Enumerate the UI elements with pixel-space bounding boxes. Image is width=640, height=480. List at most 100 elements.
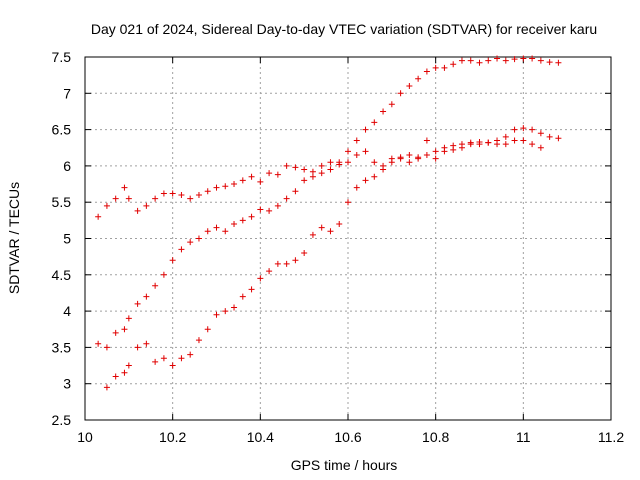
data-point xyxy=(485,57,492,64)
data-point xyxy=(318,224,325,231)
data-point xyxy=(95,213,102,220)
data-point xyxy=(103,384,110,391)
series-3 xyxy=(103,125,562,391)
axis-ticks xyxy=(84,56,612,421)
data-point xyxy=(309,173,316,180)
data-point xyxy=(121,184,128,191)
data-point xyxy=(546,133,553,140)
data-point xyxy=(152,195,159,202)
data-point xyxy=(169,190,176,197)
data-point xyxy=(95,340,102,347)
data-point xyxy=(222,228,229,235)
data-point xyxy=(187,239,194,246)
data-point xyxy=(274,260,281,267)
data-point xyxy=(362,177,369,184)
data-point xyxy=(195,191,202,198)
data-point xyxy=(520,137,527,144)
data-point xyxy=(406,159,413,166)
data-point xyxy=(362,126,369,133)
data-point xyxy=(134,207,141,214)
data-point xyxy=(204,228,211,235)
data-point xyxy=(362,148,369,155)
data-point xyxy=(213,224,220,231)
data-point xyxy=(292,164,299,171)
data-marks xyxy=(95,55,562,391)
data-point xyxy=(169,257,176,264)
data-point xyxy=(555,59,562,66)
data-point xyxy=(239,177,246,184)
y-tick-label: 6 xyxy=(63,158,71,174)
data-point xyxy=(458,57,465,64)
data-point xyxy=(371,173,378,180)
data-point xyxy=(336,220,343,227)
y-tick-label: 4 xyxy=(63,303,71,319)
data-point xyxy=(195,337,202,344)
data-point xyxy=(423,68,430,75)
data-point xyxy=(309,168,316,175)
data-point xyxy=(204,188,211,195)
x-tick-label: 10.2 xyxy=(159,429,186,445)
data-point xyxy=(397,90,404,97)
data-point xyxy=(327,166,334,173)
data-point xyxy=(502,57,509,64)
data-point xyxy=(520,125,527,132)
x-tick-label: 11.2 xyxy=(598,429,624,445)
data-point xyxy=(441,148,448,155)
data-point xyxy=(266,268,273,275)
data-point xyxy=(520,55,527,62)
data-point xyxy=(529,126,536,133)
x-tick-label: 10.6 xyxy=(334,429,361,445)
data-point xyxy=(204,326,211,333)
data-point xyxy=(458,144,465,151)
data-point xyxy=(134,300,141,307)
data-point xyxy=(318,170,325,177)
data-point xyxy=(187,351,194,358)
y-tick-label: 4.5 xyxy=(52,267,72,283)
data-point xyxy=(231,181,238,188)
data-point xyxy=(266,207,273,214)
data-point xyxy=(388,101,395,108)
data-point xyxy=(152,358,159,365)
data-point xyxy=(485,139,492,146)
data-point xyxy=(441,64,448,71)
y-tick-label: 7 xyxy=(63,85,71,101)
data-point xyxy=(345,159,351,166)
data-point xyxy=(160,355,167,362)
y-tick-label: 3 xyxy=(63,376,71,392)
data-point xyxy=(301,250,308,257)
data-point xyxy=(112,373,119,380)
data-point xyxy=(327,228,334,235)
data-point xyxy=(257,206,264,213)
data-point xyxy=(257,275,264,282)
data-point xyxy=(502,141,509,148)
data-point xyxy=(222,308,229,315)
data-point xyxy=(423,137,430,144)
data-point xyxy=(345,199,351,206)
data-point xyxy=(103,344,110,351)
data-point xyxy=(292,188,299,195)
data-point xyxy=(432,155,439,162)
data-point xyxy=(353,152,360,159)
y-tick-label: 3.5 xyxy=(52,339,72,355)
data-point xyxy=(502,133,509,140)
data-point xyxy=(415,75,422,82)
data-point xyxy=(546,59,553,66)
data-point xyxy=(121,369,128,376)
data-point xyxy=(274,171,281,178)
data-point xyxy=(283,260,290,267)
y-tick-label: 5 xyxy=(63,231,71,247)
data-point xyxy=(231,304,238,311)
x-axis-label: GPS time / hours xyxy=(291,457,398,473)
data-point xyxy=(222,183,229,190)
data-point xyxy=(274,202,281,209)
data-point xyxy=(125,362,132,369)
data-point xyxy=(537,144,544,151)
data-point xyxy=(327,159,334,166)
data-point xyxy=(406,83,413,90)
data-point xyxy=(432,148,439,155)
data-point xyxy=(143,340,150,347)
data-point xyxy=(103,202,110,209)
data-point xyxy=(537,130,544,137)
tick-labels: 10 10.2 10.4 10.6 10.8 11 11.2 2.5 3 3.5 4 4.5 5 5.5 6… xyxy=(52,49,625,445)
data-point xyxy=(143,202,150,209)
